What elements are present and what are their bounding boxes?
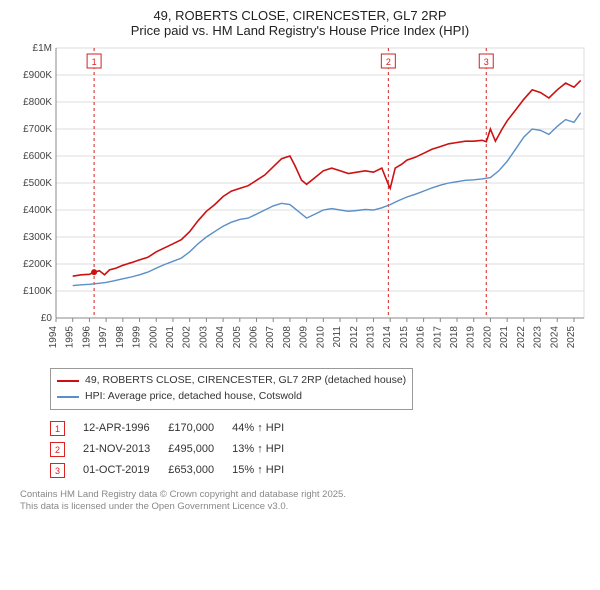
event-dot	[91, 269, 97, 275]
legend-box: 49, ROBERTS CLOSE, CIRENCESTER, GL7 2RP …	[50, 368, 413, 410]
event-row: 3 01-OCT-2019£653,00015% ↑ HPI	[50, 460, 302, 481]
x-tick-label: 2018	[449, 326, 460, 349]
x-tick-label: 2004	[215, 326, 226, 349]
x-tick-label: 1994	[48, 326, 59, 349]
x-tick-label: 2023	[533, 326, 544, 349]
y-tick-label: £100K	[23, 286, 52, 297]
legend-label: HPI: Average price, detached house, Cots…	[85, 389, 302, 405]
x-tick-label: 2014	[382, 326, 393, 349]
events-table: 1 12-APR-1996£170,00044% ↑ HPI 2 21-NOV-201…	[50, 418, 302, 481]
event-delta: 15% ↑ HPI	[232, 460, 302, 481]
x-tick-label: 2001	[165, 326, 176, 349]
event-number-box: 3	[50, 463, 65, 478]
footer-attribution: Contains HM Land Registry data © Crown c…	[20, 489, 590, 514]
event-row: 1 12-APR-1996£170,00044% ↑ HPI	[50, 418, 302, 439]
legend-row: 49, ROBERTS CLOSE, CIRENCESTER, GL7 2RP …	[57, 373, 406, 389]
x-tick-label: 1998	[115, 326, 126, 349]
x-tick-label: 2005	[232, 326, 243, 349]
legend-swatch	[57, 380, 79, 382]
x-tick-label: 1999	[132, 326, 143, 349]
footer-line2: This data is licensed under the Open Gov…	[20, 501, 590, 513]
event-marker-number: 1	[92, 57, 97, 67]
series-property	[73, 80, 581, 276]
event-price: £170,000	[168, 418, 232, 439]
y-tick-label: £0	[41, 313, 53, 324]
footer-line1: Contains HM Land Registry data © Crown c…	[20, 489, 590, 501]
event-marker-number: 2	[386, 57, 391, 67]
x-tick-label: 1995	[65, 326, 76, 349]
x-tick-label: 2003	[198, 326, 209, 349]
event-marker-number: 3	[484, 57, 489, 67]
y-tick-label: £400K	[23, 205, 52, 216]
x-tick-label: 2008	[282, 326, 293, 349]
legend-swatch	[57, 396, 79, 398]
line-chart-svg: £0 £100K £200K £300K £400K £500K £600K £700K £80…	[10, 42, 590, 362]
title-block: 49, ROBERTS CLOSE, CIRENCESTER, GL7 2RP …	[10, 8, 590, 38]
x-tick-label: 2020	[482, 326, 493, 349]
x-tick-label: 1997	[98, 326, 109, 349]
x-tick-label: 2017	[432, 326, 443, 349]
x-tick-label: 2021	[499, 326, 510, 349]
event-date: 01-OCT-2019	[83, 460, 168, 481]
y-tick-label: £800K	[23, 97, 52, 108]
x-tick-label: 2010	[315, 326, 326, 349]
series-hpi	[73, 113, 581, 286]
x-tick-label: 2012	[349, 326, 360, 349]
x-tick-label: 2002	[182, 326, 193, 349]
y-tick-label: £700K	[23, 124, 52, 135]
x-tick-label: 2025	[566, 326, 577, 349]
x-tick-label: 2013	[365, 326, 376, 349]
x-tick-label: 2011	[332, 326, 343, 348]
x-tick-label: 2019	[466, 326, 477, 349]
legend-label: 49, ROBERTS CLOSE, CIRENCESTER, GL7 2RP …	[85, 373, 406, 389]
x-tick-label: 2009	[299, 326, 310, 349]
event-delta: 44% ↑ HPI	[232, 418, 302, 439]
y-tick-label: £300K	[23, 232, 52, 243]
figure-container: 49, ROBERTS CLOSE, CIRENCESTER, GL7 2RP …	[0, 0, 600, 521]
y-tick-label: £200K	[23, 259, 52, 270]
y-tick-label: £500K	[23, 178, 52, 189]
x-tick-label: 2006	[249, 326, 260, 349]
title-address: 49, ROBERTS CLOSE, CIRENCESTER, GL7 2RP	[10, 8, 590, 23]
event-date: 21-NOV-2013	[83, 439, 168, 460]
event-price: £495,000	[168, 439, 232, 460]
y-tick-label: £1M	[33, 43, 52, 54]
event-number-box: 1	[50, 421, 65, 436]
x-tick-label: 2007	[265, 326, 276, 349]
x-tick-label: 2016	[416, 326, 427, 349]
x-tick-label: 2022	[516, 326, 527, 349]
y-tick-label: £900K	[23, 70, 52, 81]
x-tick-label: 2015	[399, 326, 410, 349]
x-tick-label: 1996	[81, 326, 92, 349]
event-row: 2 21-NOV-2013£495,00013% ↑ HPI	[50, 439, 302, 460]
y-tick-label: £600K	[23, 151, 52, 162]
event-price: £653,000	[168, 460, 232, 481]
chart-area: £0 £100K £200K £300K £400K £500K £600K £700K £80…	[10, 42, 590, 362]
x-tick-label: 2024	[549, 326, 560, 349]
title-subtitle: Price paid vs. HM Land Registry's House …	[10, 23, 590, 38]
event-number-box: 2	[50, 442, 65, 457]
legend-row: HPI: Average price, detached house, Cots…	[57, 389, 406, 405]
x-tick-label: 2000	[148, 326, 159, 349]
event-date: 12-APR-1996	[83, 418, 168, 439]
event-delta: 13% ↑ HPI	[232, 439, 302, 460]
